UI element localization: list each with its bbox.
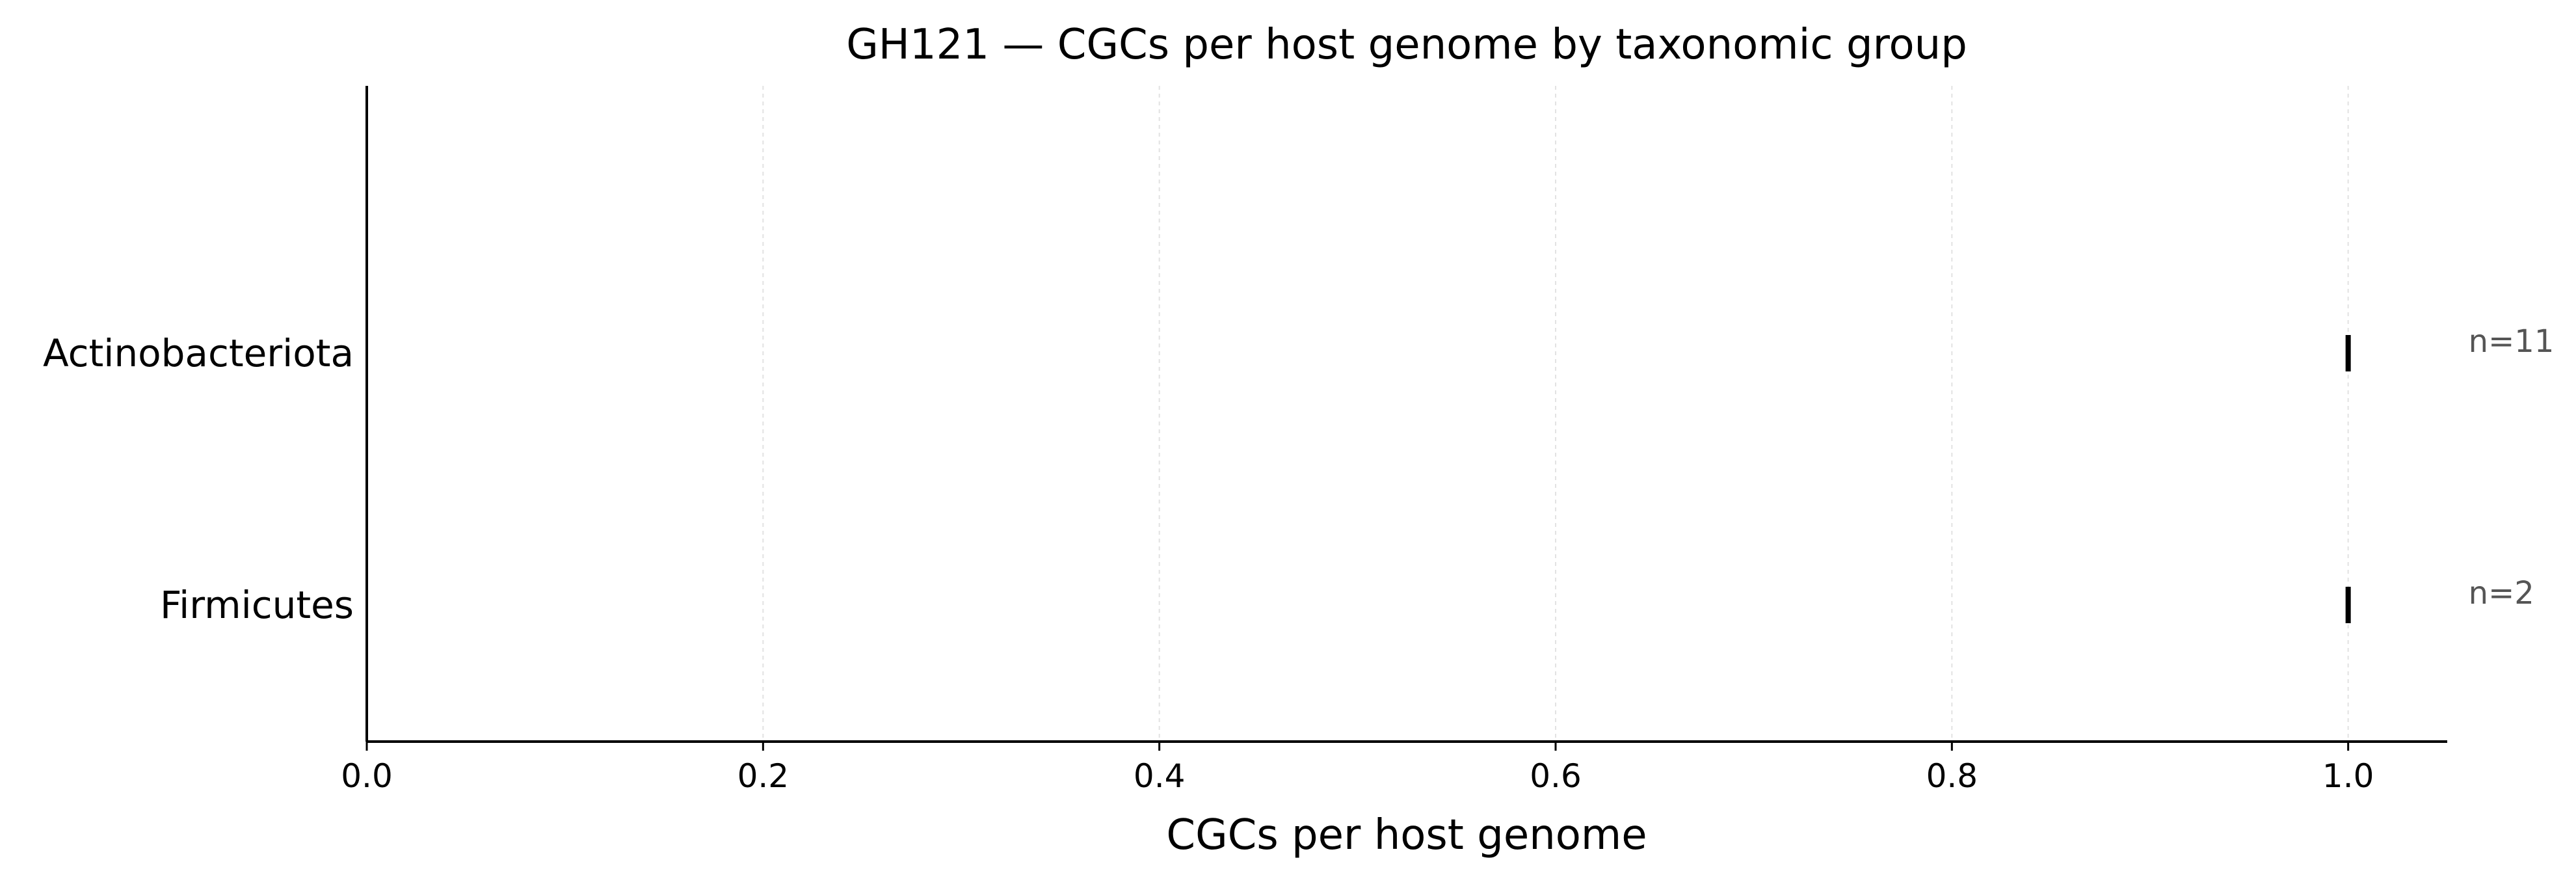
count-labels: n=11 n=2	[2469, 323, 2555, 611]
x-tick-label: 0.8	[1926, 757, 1978, 795]
count-label: n=2	[2469, 575, 2534, 611]
axis-layer	[365, 86, 2447, 743]
grid-layer	[762, 86, 2349, 742]
x-axis-label: CGCs per host genome	[1166, 811, 1647, 859]
category-label: Actinobacteriota	[43, 331, 354, 375]
x-tick-label: 1.0	[2322, 757, 2374, 795]
x-ticks: 0.0 0.2 0.4 0.6 0.8 1.0	[341, 742, 2374, 795]
x-tick-label: 0.2	[737, 757, 790, 795]
x-tick-label: 0.4	[1134, 757, 1186, 795]
category-labels: Actinobacteriota Firmicutes	[43, 331, 354, 627]
count-label: n=11	[2469, 323, 2555, 360]
category-label: Firmicutes	[160, 583, 354, 627]
x-tick-label: 0.6	[1530, 757, 1582, 795]
x-tick-label: 0.0	[341, 757, 393, 795]
chart-title: GH121 — CGCs per host genome by taxonomi…	[846, 21, 1967, 69]
